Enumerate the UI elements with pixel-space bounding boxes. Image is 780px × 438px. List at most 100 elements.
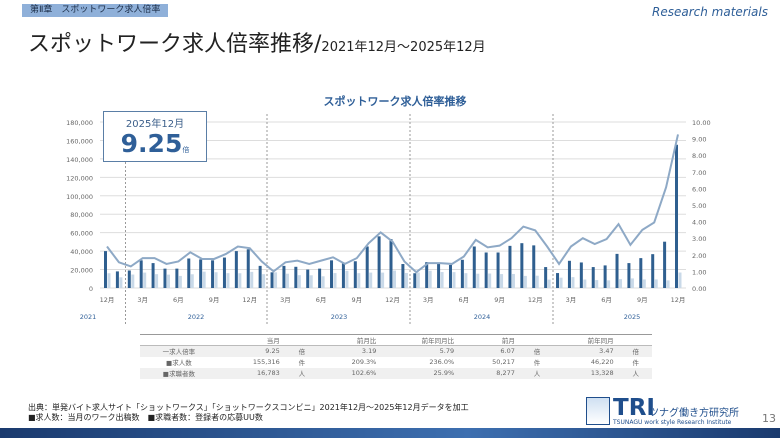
jobs-bar xyxy=(544,267,548,288)
seekers-bar xyxy=(440,272,444,288)
month-label: 9月 xyxy=(637,296,648,304)
jobs-bar xyxy=(603,265,607,288)
seekers-bar xyxy=(131,274,135,288)
seekers-bar xyxy=(595,280,599,288)
jobs-bar xyxy=(413,273,417,288)
seekers-bar xyxy=(452,272,456,288)
jobs-bar xyxy=(567,260,571,288)
table-header xyxy=(285,334,319,346)
seekers-bar xyxy=(119,277,123,288)
jobs-bar xyxy=(591,267,595,288)
table-cell: 13,328 xyxy=(553,367,620,379)
month-label: 9月 xyxy=(494,296,505,304)
definition-text: ■求人数：当月のワーク出稿数 ■求職者数：登録者の応募UU数 xyxy=(28,413,263,422)
jobs-bar xyxy=(353,261,357,288)
table-header: 当月 xyxy=(217,334,286,346)
seekers-bar xyxy=(464,273,468,288)
tri-logo: TRI ツナグ働き方研究所 TSUNAGU work style Researc… xyxy=(586,395,746,427)
table-header: 前月 xyxy=(460,334,521,346)
seekers-bar xyxy=(404,272,408,288)
jobs-bar xyxy=(151,263,155,288)
jobs-bar xyxy=(199,259,203,288)
table-cell: 倍 xyxy=(619,345,652,357)
seekers-bar xyxy=(250,271,254,288)
jobs-bar xyxy=(556,273,560,288)
left-axis-tick: 160,000 xyxy=(66,137,93,145)
left-axis-tick: 60,000 xyxy=(70,230,93,238)
jobs-bar xyxy=(211,260,215,288)
jobs-bar xyxy=(365,246,369,288)
jobs-bar xyxy=(246,249,250,288)
jobs-bar xyxy=(139,260,143,288)
right-axis-tick: 6.00 xyxy=(692,185,706,193)
jobs-bar xyxy=(437,264,441,288)
left-axis-tick: 180,000 xyxy=(66,119,93,127)
seekers-bar xyxy=(678,272,682,288)
month-label: 12月 xyxy=(242,296,257,304)
jobs-bar xyxy=(532,245,536,288)
seekers-bar xyxy=(547,279,551,288)
table-row: ■求職者数 16,783 人 102.6% 25.9% 8,277 人 13,328 人 xyxy=(140,367,652,379)
jobs-bar xyxy=(282,265,286,288)
jobs-bar xyxy=(425,262,429,288)
seekers-bar xyxy=(166,274,170,288)
table-cell: 件 xyxy=(533,359,541,367)
table-cell: 3.19 xyxy=(318,345,383,357)
jobs-bar xyxy=(675,144,678,288)
jobs-bar xyxy=(663,241,667,288)
jobs-bar xyxy=(258,265,262,288)
year-label: 2024 xyxy=(474,313,491,321)
seekers-bar xyxy=(619,279,623,288)
table-cell: 25.9% xyxy=(382,367,461,379)
seekers-bar xyxy=(333,273,337,288)
right-axis-tick: 1.00 xyxy=(692,268,706,276)
right-axis-tick: 0.00 xyxy=(692,285,706,293)
table-cell: 件 xyxy=(632,359,640,367)
jobs-bar xyxy=(234,251,238,288)
ratio-chart: スポットワーク求人倍率推移 0 20,000 40,000 60,000 80,000 1… xyxy=(66,94,711,325)
seekers-bar xyxy=(666,280,670,288)
seekers-bar xyxy=(476,273,480,288)
seekers-bar xyxy=(428,270,432,288)
seekers-bar xyxy=(488,273,492,288)
table-header xyxy=(140,334,218,346)
table-cell: 人 xyxy=(285,367,319,379)
page-number: 13 xyxy=(762,412,776,425)
year-label: 2022 xyxy=(188,313,205,321)
year-label: 2023 xyxy=(331,313,348,321)
jobs-bar xyxy=(104,251,107,288)
left-axis-tick: 140,000 xyxy=(66,156,93,164)
logo-emblem-icon xyxy=(586,397,610,425)
left-axis-tick: 120,000 xyxy=(66,174,93,182)
table-cell: 件 xyxy=(298,359,306,367)
logo-tri: TRI xyxy=(613,395,655,421)
seekers-bar xyxy=(143,272,147,288)
logo-en: TSUNAGU work style Research Institute xyxy=(613,419,732,426)
month-label: 12月 xyxy=(528,296,543,304)
seekers-bar xyxy=(309,275,313,288)
jobs-bar xyxy=(579,262,583,288)
jobs-bar xyxy=(460,259,464,288)
table-cell: 3.47 xyxy=(553,345,620,357)
month-label: 12月 xyxy=(385,296,400,304)
month-label: 6月 xyxy=(601,296,612,304)
jobs-bar xyxy=(318,268,322,288)
seekers-bar xyxy=(381,272,385,288)
jobs-bar xyxy=(615,253,619,288)
seekers-bar xyxy=(226,273,230,288)
table-cell: 倍 xyxy=(285,345,319,357)
table-row: 一求人倍率 9.25 倍 3.19 5.79 6.07 倍 3.47 倍 xyxy=(140,345,652,357)
title-main: スポットワーク求人倍率推移/ xyxy=(28,32,322,57)
page-title: スポットワーク求人倍率推移/2021年12月～2025年12月 xyxy=(28,26,486,58)
left-axis-tick: 20,000 xyxy=(70,267,93,275)
table-cell: 236.0% xyxy=(429,358,455,366)
table-cell: ■求人数 xyxy=(166,359,192,367)
seekers-bar xyxy=(321,276,325,288)
ratio-line xyxy=(106,134,679,274)
jobs-bar xyxy=(377,236,381,288)
jobs-bar xyxy=(627,263,631,288)
table-cell: 102.6% xyxy=(318,367,383,379)
jobs-bar xyxy=(401,264,405,288)
month-label: 3月 xyxy=(137,296,148,304)
seekers-bar xyxy=(571,277,575,288)
